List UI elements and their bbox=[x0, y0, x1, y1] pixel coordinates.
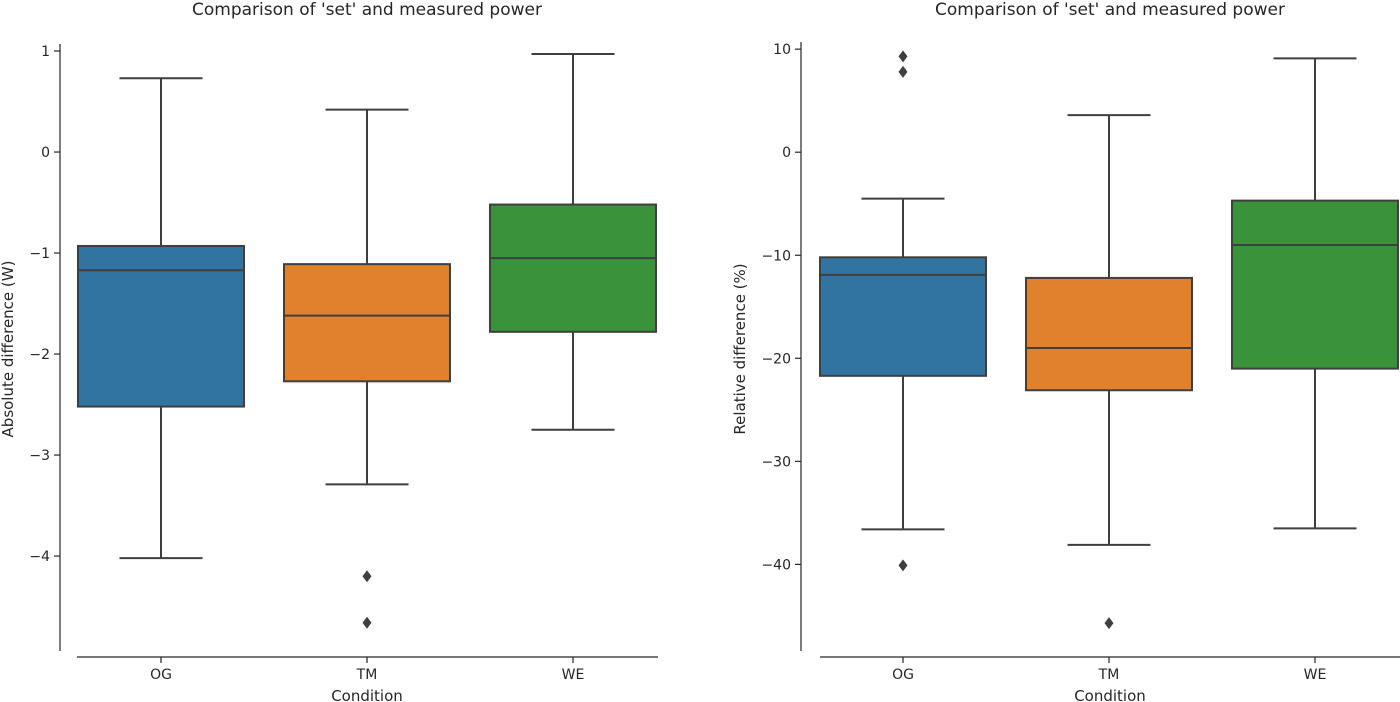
box-body bbox=[489, 203, 657, 333]
y-tick-label: −20 bbox=[761, 351, 791, 367]
y-tick-label: −1 bbox=[29, 246, 50, 262]
outlier-point bbox=[898, 65, 908, 78]
y-tick-label: −10 bbox=[761, 248, 791, 264]
y-tick-label: 10 bbox=[773, 42, 791, 58]
outlier-point bbox=[1104, 617, 1114, 630]
box-body bbox=[1231, 199, 1399, 370]
x-tick-label-tm: TM bbox=[356, 667, 378, 683]
x-tick-label-tm: TM bbox=[1098, 667, 1120, 683]
box-body bbox=[283, 263, 451, 383]
y-tick-label: −2 bbox=[29, 347, 50, 363]
box-we bbox=[1231, 57, 1399, 530]
x-tick-label-we: WE bbox=[1304, 667, 1327, 683]
outlier-point bbox=[898, 50, 908, 63]
box-tm bbox=[1025, 114, 1193, 630]
box-body bbox=[819, 256, 987, 377]
x-tick-label-og: OG bbox=[150, 667, 172, 683]
y-axis-label-left: Absolute difference (W) bbox=[0, 261, 17, 438]
box-body bbox=[1025, 276, 1193, 392]
box-we bbox=[489, 53, 657, 431]
x-axis-label-right: Condition bbox=[1074, 687, 1146, 702]
y-tick-label: −30 bbox=[761, 454, 791, 470]
outlier-point bbox=[362, 616, 372, 629]
y-tick-label: −40 bbox=[761, 557, 791, 573]
y-tick-label: 0 bbox=[41, 145, 50, 161]
x-axis-label-left: Condition bbox=[331, 687, 403, 702]
box-tm bbox=[283, 108, 451, 629]
outlier-point bbox=[362, 570, 372, 583]
chart-title-left: Comparison of 'set' and measured power bbox=[192, 0, 542, 20]
y-tick-label: 0 bbox=[782, 145, 791, 161]
y-tick-label: 1 bbox=[41, 44, 50, 60]
box-body bbox=[77, 244, 245, 408]
outlier-point bbox=[898, 559, 908, 572]
box-og bbox=[819, 50, 987, 572]
panel-absolute-difference: Comparison of 'set' and measured power C… bbox=[0, 0, 658, 702]
panel-relative-difference: Comparison of 'set' and measured power C… bbox=[731, 0, 1400, 702]
x-tick-label-og: OG bbox=[892, 667, 914, 683]
x-tick-label-we: WE bbox=[562, 667, 585, 683]
y-tick-label: −4 bbox=[29, 549, 50, 565]
box-og bbox=[77, 77, 245, 560]
y-axis-label-right: Relative difference (%) bbox=[731, 263, 749, 434]
y-tick-label: −3 bbox=[29, 448, 50, 464]
chart-title-right: Comparison of 'set' and measured power bbox=[935, 0, 1285, 20]
